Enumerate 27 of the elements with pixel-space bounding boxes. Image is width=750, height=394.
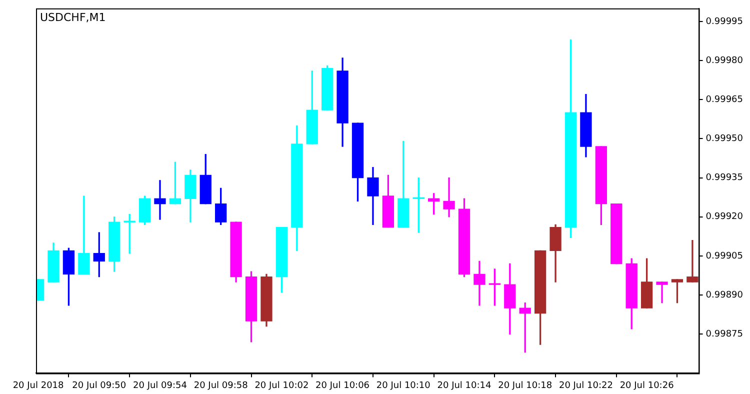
y-tick-label: 0.99995 [706, 16, 743, 27]
candlestick [443, 177, 455, 218]
y-tick-label: 0.99920 [706, 212, 744, 222]
chart-title: USDCHF,M1 [40, 10, 106, 24]
x-tick-label: 20 Jul 09:54 [132, 380, 188, 391]
candlestick [154, 180, 166, 220]
y-tick-label: 0.99935 [706, 173, 743, 184]
x-tick-label: 20 Jul 2018 [12, 380, 64, 391]
y-tick-label: 0.99965 [706, 94, 743, 105]
y-tick-label: 0.99905 [706, 251, 743, 262]
x-tick-label: 20 Jul 10:26 [620, 380, 674, 391]
y-tick-label: 0.99875 [706, 329, 743, 340]
y-tick-label: 0.99980 [706, 56, 744, 66]
x-tick-label: 20 Jul 10:14 [437, 380, 492, 391]
x-tick-label: 20 Jul 10:02 [254, 380, 309, 391]
x-tick-label: 20 Jul 09:58 [194, 380, 248, 391]
candlestick [656, 282, 668, 304]
x-tick-label: 20 Jul 10:18 [498, 380, 552, 391]
x-tick-label: 20 Jul 09:50 [72, 380, 126, 391]
candlestick [474, 260, 486, 306]
x-tick-label: 20 Jul 10:10 [376, 380, 431, 391]
y-tick-label: 0.99890 [706, 290, 744, 300]
candlestick [124, 214, 136, 254]
x-tick-label: 20 Jul 10:06 [316, 380, 370, 391]
candlestick [686, 240, 698, 282]
y-tick-label: 0.99950 [706, 134, 744, 144]
x-tick-label: 20 Jul 10:22 [558, 380, 613, 391]
